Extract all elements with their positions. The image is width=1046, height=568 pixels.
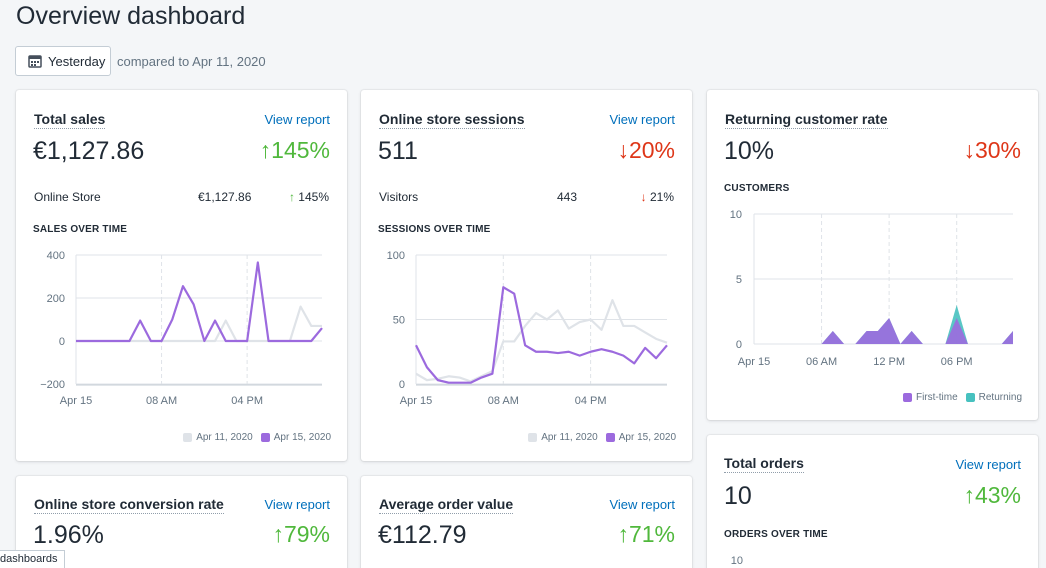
chart-legend: Apr 11, 2020 Apr 15, 2020: [520, 432, 676, 443]
card-title[interactable]: Average order value: [379, 496, 514, 514]
y-tick-label: 400: [47, 250, 65, 262]
arrow-down-icon: ↓: [617, 137, 629, 163]
card-average-order-value: Average order value View report €112.79 …: [361, 476, 692, 568]
metric-change: ↓30%: [963, 137, 1021, 163]
breakdown-value: €1,127.86: [198, 190, 252, 204]
chart-legend: First-time Returning: [895, 392, 1022, 403]
view-report-link[interactable]: View report: [955, 457, 1021, 472]
breakdown-change: ↓ 21%: [640, 190, 674, 204]
metric-value: 10: [724, 482, 752, 510]
calendar-icon: [28, 55, 42, 68]
card-total-sales: Total sales View report €1,127.86 ↑145% …: [16, 90, 347, 461]
compare-text: compared to Apr 11, 2020: [117, 54, 266, 69]
x-tick-label: Apr 15: [400, 395, 432, 407]
legend-item: Apr 15, 2020: [605, 432, 676, 443]
x-tick-label: 06 PM: [941, 356, 973, 368]
date-range-button[interactable]: Yesterday: [15, 46, 111, 76]
card-online-store-sessions: Online store sessions View report 511 ↓2…: [361, 90, 692, 461]
arrow-down-icon: ↓: [963, 137, 975, 163]
metric-value: 10%: [724, 137, 775, 165]
metric-value: €112.79: [378, 521, 467, 549]
x-tick-label: 08 AM: [146, 395, 177, 407]
metric-value: 511: [378, 137, 418, 165]
y-tick-label: 0: [59, 336, 65, 348]
metric-value: €1,127.86: [33, 137, 145, 165]
breakdown-label: Visitors: [379, 190, 419, 204]
y-tick-label: 50: [393, 315, 405, 327]
legend-item: Apr 15, 2020: [260, 432, 331, 443]
legend-item: Returning: [965, 392, 1022, 403]
y-tick-label: 0: [399, 379, 405, 391]
y-tick-label: 10: [731, 555, 743, 567]
metric-value: 1.96%: [33, 521, 104, 549]
card-conversion-rate: Online store conversion rate View report…: [16, 476, 347, 568]
x-tick-label: 04 PM: [231, 395, 263, 407]
y-tick-label: 100: [387, 250, 405, 262]
section-label: SESSIONS OVER TIME: [378, 224, 491, 235]
browser-status-bar: dashboards: [0, 550, 65, 568]
legend-item: First-time: [902, 392, 958, 403]
breakdown-change: ↑ 145%: [288, 190, 329, 204]
metric-change: ↑43%: [963, 482, 1021, 508]
y-tick-label: 200: [47, 293, 65, 305]
orders-chart: 10: [731, 555, 743, 567]
series-line: [76, 261, 323, 343]
x-tick-label: Apr 15: [738, 356, 770, 368]
x-tick-label: 04 PM: [575, 395, 607, 407]
x-tick-label: 12 PM: [873, 356, 905, 368]
y-tick-label: 0: [736, 339, 742, 351]
view-report-link[interactable]: View report: [264, 112, 330, 127]
y-tick-label: −200: [40, 379, 65, 391]
breakdown-value: 443: [557, 190, 578, 204]
series-line: [415, 299, 668, 383]
section-label: CUSTOMERS: [724, 183, 790, 194]
arrow-up-icon: ↑: [259, 137, 272, 163]
date-range-label: Yesterday: [48, 53, 106, 69]
chart-legend: Apr 11, 2020 Apr 15, 2020: [175, 432, 331, 443]
y-tick-label: 10: [730, 209, 742, 221]
metric-change: ↓20%: [617, 137, 675, 163]
arrow-down-icon: ↓: [640, 190, 647, 204]
section-label: SALES OVER TIME: [33, 224, 128, 235]
arrow-up-icon: ↑: [617, 521, 629, 547]
sales-chart: 400 200 0 −200 Apr 15 08 AM 04 PM: [40, 250, 323, 407]
card-returning-customer-rate: Returning customer rate 10% ↓30% CUSTOME…: [707, 90, 1038, 420]
section-label: ORDERS OVER TIME: [724, 529, 828, 540]
breakdown-label: Online Store: [34, 190, 101, 204]
card-title[interactable]: Total orders: [724, 455, 804, 473]
arrow-up-icon: ↑: [963, 482, 975, 508]
view-report-link[interactable]: View report: [609, 497, 675, 512]
series-area-first-time: [754, 318, 1013, 344]
legend-item: Apr 11, 2020: [183, 432, 253, 443]
metric-change: ↑71%: [617, 521, 675, 547]
card-title[interactable]: Total sales: [34, 111, 106, 129]
legend-item: Apr 11, 2020: [528, 432, 598, 443]
y-tick-label: 5: [736, 274, 742, 286]
card-title[interactable]: Returning customer rate: [725, 111, 888, 129]
card-title[interactable]: Online store conversion rate: [34, 496, 224, 514]
view-report-link[interactable]: View report: [264, 497, 330, 512]
page-title: Overview dashboard: [16, 2, 246, 30]
customers-chart: 10 5 0 Apr 15 06 AM 12 PM 06 PM: [730, 209, 1013, 368]
metric-change: ↑145%: [259, 137, 330, 163]
card-title[interactable]: Online store sessions: [379, 111, 525, 129]
card-total-orders: Total orders View report 10 ↑43% ORDERS …: [707, 435, 1038, 568]
x-tick-label: 08 AM: [488, 395, 519, 407]
arrow-up-icon: ↑: [288, 190, 295, 204]
x-tick-label: Apr 15: [60, 395, 92, 407]
x-tick-label: 06 AM: [806, 356, 837, 368]
sessions-chart: 100 50 0 Apr 15 08 AM 04 PM: [387, 250, 668, 407]
metric-change: ↑79%: [272, 521, 330, 547]
view-report-link[interactable]: View report: [609, 112, 675, 127]
series-line: [415, 286, 668, 384]
arrow-up-icon: ↑: [272, 521, 284, 547]
